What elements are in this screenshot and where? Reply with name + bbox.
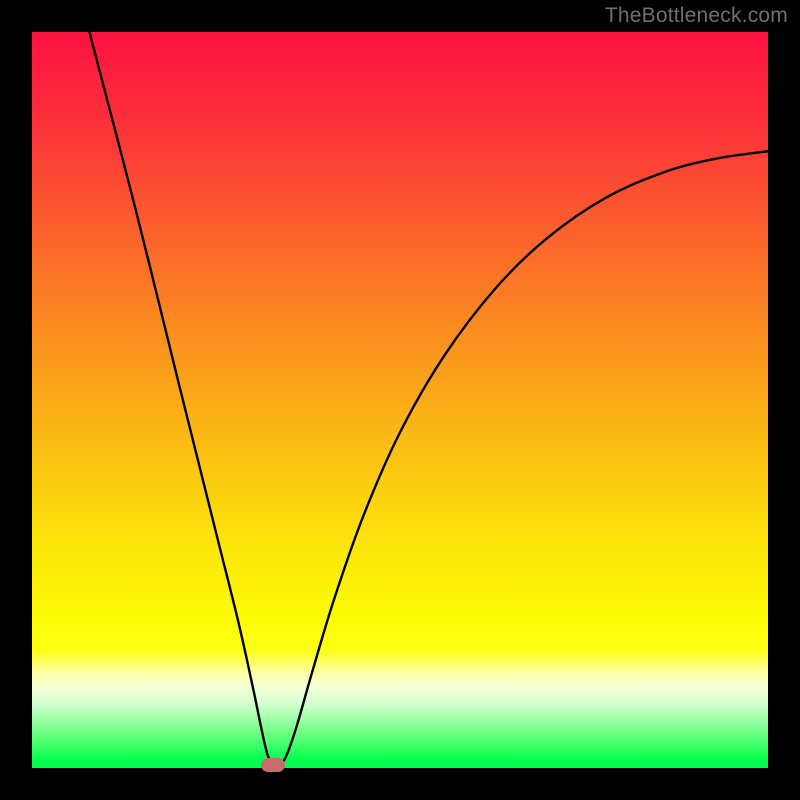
minimum-marker (261, 758, 285, 772)
plot-area (32, 32, 768, 768)
watermark-text: TheBottleneck.com (605, 4, 788, 28)
curve-svg (32, 32, 768, 768)
